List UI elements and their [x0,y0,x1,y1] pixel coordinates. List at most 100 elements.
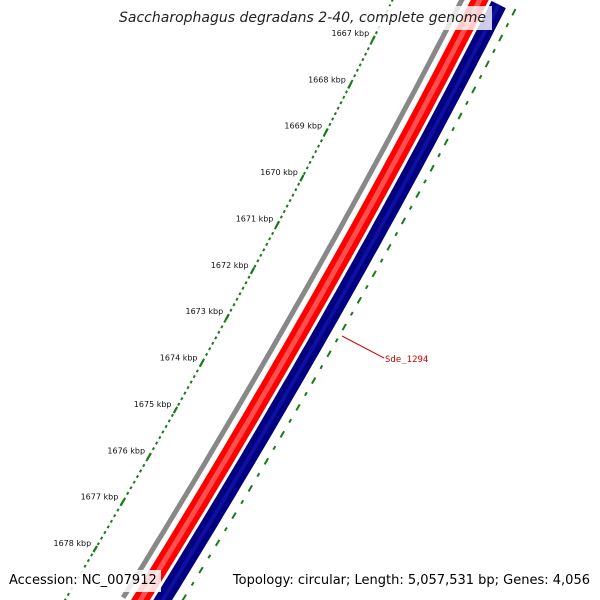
ruler-tick-label: 1674 kbp [160,354,198,363]
ruler-tick-label: 1677 kbp [81,493,119,502]
ruler-dot [214,336,218,340]
ruler-dot [336,106,340,110]
ruler-dot [189,380,193,384]
ruler-dot [291,193,295,197]
inner-ruler-tick [256,472,261,478]
ruler-dot [238,292,242,296]
gene-label: Sde_1294 [385,355,428,365]
ruler-dot [170,413,174,418]
ruler-dot [83,564,87,568]
ruler-dot [113,513,117,518]
ruler-dot [366,47,370,51]
gene-callout-line [341,335,385,359]
ruler-dot [161,430,165,434]
ruler-dot [244,281,248,285]
ruler-dot [155,441,159,445]
ruler-dot [100,536,104,540]
ruler-dot [282,209,286,214]
ruler-dot [241,286,245,290]
ruler-major-tick [323,128,329,136]
inner-ruler-tick [471,86,477,94]
inner-ruler-tick [356,296,362,304]
ruler-dot [151,446,155,451]
ruler-major-tick [274,220,280,229]
ruler-major-tick [198,359,205,368]
ruler-dot [86,558,90,563]
ruler-dot [294,188,298,192]
inner-ruler-tick [311,377,317,385]
inner-ruler-tick [231,512,237,520]
inner-ruler-tick [408,205,413,210]
ruler-dot [192,374,196,379]
ruler-dot [355,68,359,73]
inner-ruler-tick [198,566,204,574]
ruler-major-tick [224,313,230,321]
ruler-major-tick [92,545,98,553]
ruler-dot [265,242,269,247]
inner-ruler-tick [319,364,324,370]
inner-ruler-tick [181,594,187,600]
inner-ruler-tick [272,445,277,451]
inner-ruler-tick [415,191,421,199]
inner-ruler-tick [247,484,253,493]
ruler-dots [63,0,394,600]
ruler-dot [186,385,190,390]
ruler-dot [232,303,236,307]
forward-strand-track [131,0,489,600]
ruler-dot [90,553,94,557]
inner-ruler-tick [465,100,469,106]
ruler-dot [208,347,212,351]
ruler-dot [285,204,289,208]
inner-ruler-tick [429,164,435,172]
ruler-major-tick [119,499,126,507]
ruler-dot [302,171,306,176]
ruler-dot [279,215,283,219]
ruler-dot [183,391,187,395]
ruler-dot [223,319,227,324]
forward-strand-highlight [137,0,483,600]
ruler-major-tick [146,452,152,460]
ruler-dot [220,325,224,329]
inner-ruler-tick [214,539,221,547]
ruler-dot [333,111,337,116]
ruler-dot [195,369,199,373]
ruler-dot [308,160,312,165]
ruler-dot [253,264,257,268]
ruler-dot [361,57,365,62]
ruler-dot [180,396,184,401]
ruler-dot [205,352,209,357]
ruler-dot [350,79,354,83]
ruler-dot [339,101,343,105]
backbone-track [120,0,465,599]
ruler-tick-label: 1678 kbp [53,539,91,548]
ruler-dot [297,182,301,186]
inner-ruler-tick [386,243,392,251]
ruler-dot [158,435,162,440]
ruler-dot [358,63,362,67]
ruler-tick-label: 1673 kbp [185,307,223,316]
ruler-dot [331,117,335,121]
inner-ruler-tick [279,430,285,438]
ruler-dot [364,52,368,56]
inner-ruler-tick [326,350,332,358]
inner-ruler-tick [451,126,455,132]
ruler-dot [109,519,113,524]
ruler-tick-label: 1676 kbp [107,446,145,455]
inner-ruler-tick [295,403,301,411]
ruler-dot [129,486,133,490]
ruler-dot [314,149,318,154]
ruler-dot [305,166,309,170]
inner-ruler-tick [364,284,369,290]
inner-ruler-tick [371,270,377,278]
ruler-dot [288,198,292,203]
inner-ruler-tick [207,554,212,559]
ruler-dot [103,530,107,535]
inner-ruler-tick [400,217,407,225]
inner-ruler-tick [240,499,245,505]
ruler-dot [116,508,120,512]
ruler-dot [259,253,263,257]
topology-text: Topology: circular; Length: 5,057,531 bp… [228,570,594,592]
inner-ruler-tick [190,581,195,587]
ruler-tick-label: 1672 kbp [211,261,249,270]
